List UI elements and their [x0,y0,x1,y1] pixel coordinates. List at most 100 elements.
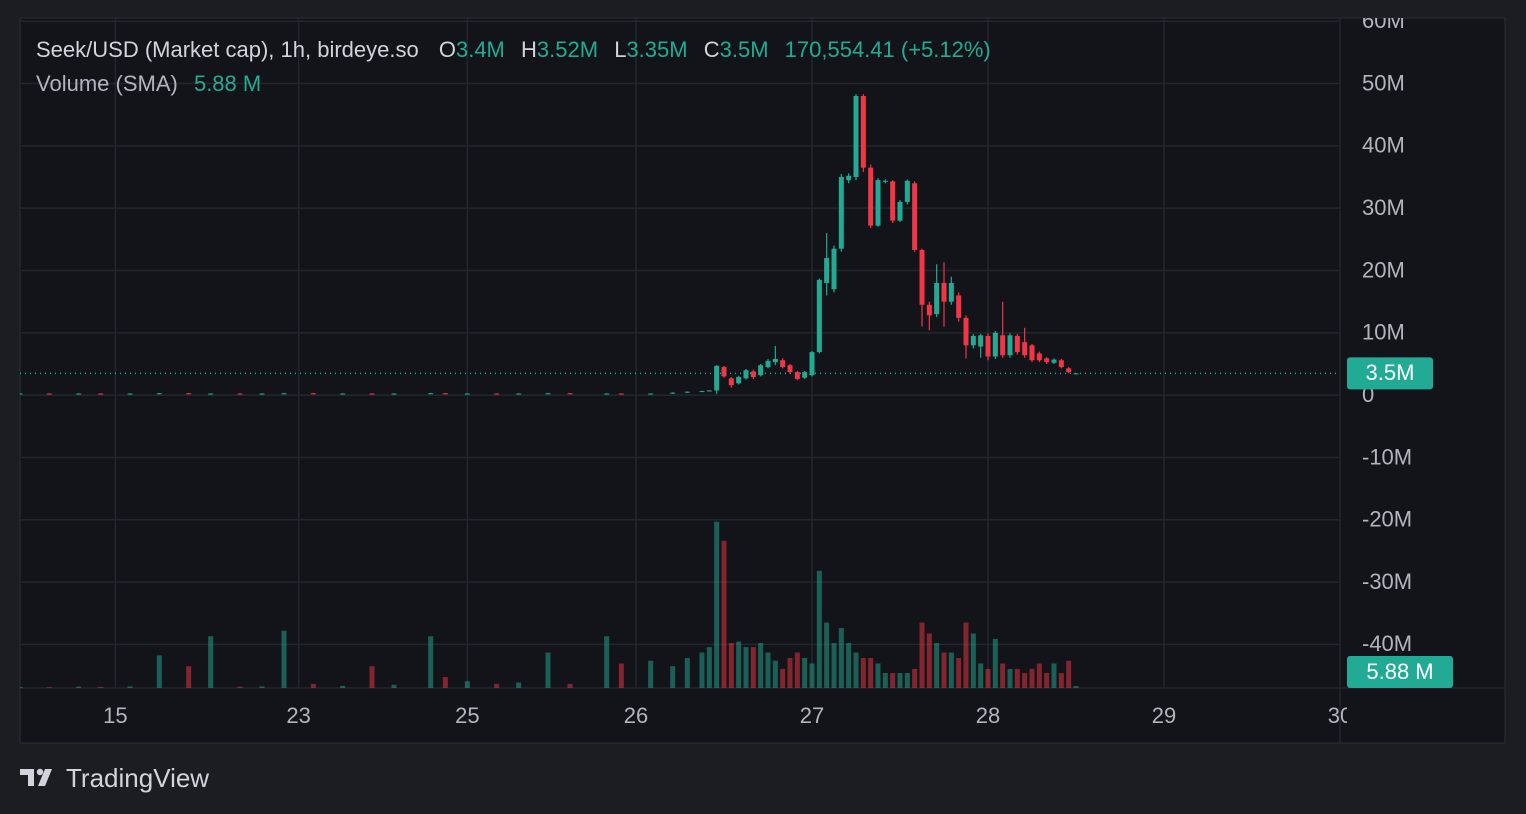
volume-bar [127,686,133,688]
y-tick-label: 40M [1362,133,1405,158]
logo-part [20,769,34,786]
candle-body [956,295,962,318]
candle-body [648,393,654,395]
candle-body [156,393,162,395]
volume-bar [76,686,82,688]
volume-bar [904,673,910,688]
candle-body [1073,373,1079,375]
candle-body [868,167,874,226]
candle-body [919,249,925,305]
volume-bar [809,663,815,688]
candle-body [1029,345,1035,361]
volume-bar [758,643,764,688]
candle-body [926,304,932,316]
volume-bar [259,686,265,688]
candle-body [369,393,375,395]
candle-body [442,393,448,395]
volume-bar [604,636,610,688]
volume-bar [684,658,690,688]
volume-bar [1051,663,1057,688]
volume-bar [1014,668,1020,688]
chart-panel [19,17,1506,744]
volume-bar [816,570,822,688]
candle-body [875,180,881,226]
y-tick-label: 50M [1362,70,1405,95]
brand-name: TradingView [66,763,209,793]
candle-body [186,393,192,395]
volume-bar [978,663,984,688]
candle-body [802,372,808,378]
volume-bar [897,673,903,688]
volume-bar [464,681,470,688]
legend-line: Seek/USD (Market cap), 1h, birdeye.so O3… [36,37,991,62]
candle-body [464,393,470,395]
candle-body [208,393,214,395]
candle-body [985,335,991,357]
y-tick-label: -40M [1362,631,1412,656]
change: 170,554.41 (+5.12%) [785,37,991,62]
volume-bar [743,647,749,688]
volume-bar [208,636,214,688]
candle-body [728,378,734,386]
candle-body [281,393,287,395]
x-tick-label: 23 [286,703,310,728]
candle-body [948,282,954,302]
volume-bar [567,683,573,688]
x-tick-label: 15 [103,703,127,728]
volume-bar [1007,668,1013,688]
y-tick-label: 60M [1362,8,1405,33]
volume-bar [98,686,104,688]
y-tick-label: 20M [1362,257,1405,282]
candle-body [816,279,822,353]
candle-body [772,358,778,363]
volume-bar [750,647,756,688]
candle-body [46,393,52,395]
ohlc-key: L [614,37,626,62]
candle-body [904,180,910,202]
volume-bar [1073,686,1079,688]
volume-bar [860,658,866,688]
volume-bar [919,622,925,688]
volume-bar [310,683,316,688]
volume-bar [934,643,940,688]
candle-body [684,391,690,393]
volume-bar [391,684,397,688]
candle-body [978,335,984,347]
volume-bar [787,658,793,688]
candle-body [127,393,133,395]
volume-value: 5.88 M [194,71,261,96]
candle-body [853,96,859,178]
volume-legend: Volume (SMA) 5.88 M [36,71,261,96]
candle-body [714,365,720,391]
ohlc-value: 3.35M [626,37,687,62]
candle-body [743,370,749,379]
ohlc-value: 3.52M [537,37,598,62]
last-price-label: 3.5M [1366,360,1415,385]
logo-part [38,769,52,786]
volume-bar [831,643,837,688]
candle-body [941,282,947,302]
candle-body [846,175,852,181]
ohlc-key: H [521,37,537,62]
logo-part [36,768,44,776]
volume-bar [941,652,947,688]
volume-bar [992,638,998,688]
volume-bar [1036,663,1042,688]
volume-bar [956,658,962,688]
volume-bar [428,636,434,688]
candle-body [897,201,903,221]
volume-bar [736,641,742,688]
candle-body [1051,359,1057,363]
time-axis: 15 23 25 26 27 28 29 30 [103,703,1347,728]
volume-bar [670,666,676,688]
candle-body [1066,368,1072,373]
last-price-box [1347,357,1433,390]
volume-bar [1058,673,1064,688]
candle-body [963,317,969,346]
volume-bar [442,677,448,688]
volume-bar [648,660,654,688]
x-tick-label: 26 [624,703,648,728]
volume-bar [1066,660,1072,688]
volume-bar [46,687,52,688]
